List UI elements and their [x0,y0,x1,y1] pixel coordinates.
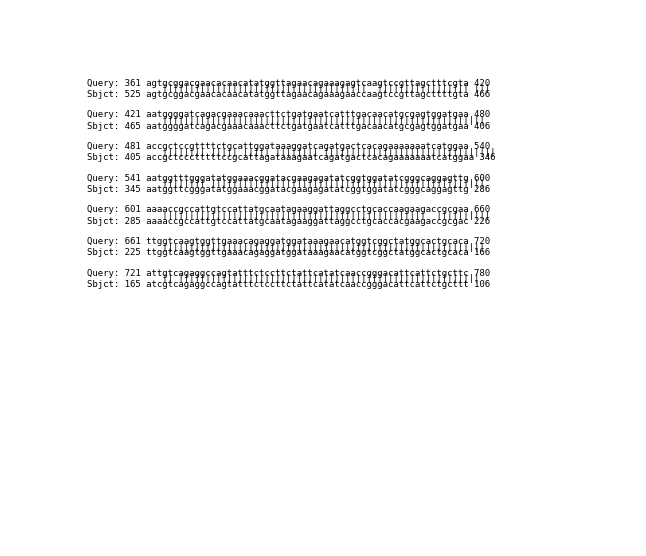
Text: Query: 541 aatggtttgggatatggaaacggatacgaagagatatcggtggatatcgggcaggagttg 600: Query: 541 aatggtttgggatatggaaacggatacga… [87,174,490,183]
Text: ||||||||||||||||||||||||||||||||||||||||||||||||||||||||||||: ||||||||||||||||||||||||||||||||||||||||… [87,116,484,125]
Text: Query: 421 aatggggatcagacgaaacaaacttctgatgaatcatttgacaacatgcgagtggatgaa 480: Query: 421 aatggggatcagacgaaacaaacttctga… [87,111,490,120]
Text: Sbjct: 165 atcgtcagaggccagtatttctccttctattcatatcaaccgggacattcattctgcttt 106: Sbjct: 165 atcgtcagaggccagtatttctccttcta… [87,280,490,289]
Text: Query: 721 attgtcagaggccagtatttctccttctattcatatcaaccgggacattcattctgcttc 780: Query: 721 attgtcagaggccagtatttctccttcta… [87,269,490,278]
Text: Sbjct: 465 aatggggatcagacgaaacaaacttctgatgaatcatttgacaacatgcgagtggatgaa 406: Sbjct: 465 aatggggatcagacgaaacaaacttctga… [87,122,490,131]
Text: Query: 481 accgctccgttttctgcattggataaaggatcagatgactcacagaaaaaaatcatggaa 540: Query: 481 accgctccgttttctgcattggataaagg… [87,142,490,151]
Text: |||||||| |||||||||||||||||||||||||||||||||||||||||||||||||||: |||||||| |||||||||||||||||||||||||||||||… [87,180,484,188]
Text: Sbjct: 405 accgctccctttttccgcattagataaagaatcagatgactcacagaaaaaaatcatggaa 346: Sbjct: 405 accgctccctttttccgcattagataaag… [87,153,495,162]
Text: || ||||||||||||||||||||||||||||||||||||||||||||||||||||||||: || |||||||||||||||||||||||||||||||||||||… [87,274,479,284]
Text: Sbjct: 285 aaaaccgccattgtccattatgcaatagaaggattaggcctgcaccacgaagaccgcgac 226: Sbjct: 285 aaaaccgccattgtccattatgcaataga… [87,217,490,226]
Text: Query: 361 agtgcggacgaacacaacatatggttagaacagaaagagtcaagtccgttagctttcgta 420: Query: 361 agtgcggacgaacacaacatatggttaga… [87,79,490,88]
Text: ||||||||||||||||||||||||||||||||||||||  ||||||||||||||||| |||: |||||||||||||||||||||||||||||||||||||| |… [87,85,490,93]
Text: ||||||||||||||||||||||||||||||||||||||||||||||||||||||||||||: ||||||||||||||||||||||||||||||||||||||||… [87,242,484,252]
Text: Sbjct: 345 aatggttcgggatatggaaacggatacgaagagatatcggtggatatcgggcaggagttg 286: Sbjct: 345 aatggttcgggatatggaaacggatacga… [87,185,490,194]
Text: Sbjct: 525 agtgcggacgaacacaacatatggttagaacagaaagaaccaagtccgttagcttttgta 466: Sbjct: 525 agtgcggacgaacacaacatatggttaga… [87,90,490,99]
Text: Query: 601 aaaaccgccattgtccattatgcaatagaaggattaggcctgcaccaagaagaccgcgaa 660: Query: 601 aaaaccgccattgtccattatgcaataga… [87,205,490,215]
Text: |||||||||||||||||||||||||||||||||||||||||||||||||  ||||||||||: ||||||||||||||||||||||||||||||||||||||||… [87,211,490,220]
Text: Sbjct: 225 ttggtcaagtggttgaaacagaggatggataaagaacatggtcggctatggcactgcaca 166: Sbjct: 225 ttggtcaagtggttgaaacagaggatgga… [87,248,490,257]
Text: |||||||| ||||| ||||| |||||||| ||||||||||||||||||||||||||||||||: |||||||| ||||| ||||| |||||||| ||||||||||… [87,148,495,157]
Text: Query: 661 ttggtcaagtggttgaaacagaggatggataaagaacatggtcggctatggcactgcaca 720: Query: 661 ttggtcaagtggttgaaacagaggatgga… [87,237,490,246]
